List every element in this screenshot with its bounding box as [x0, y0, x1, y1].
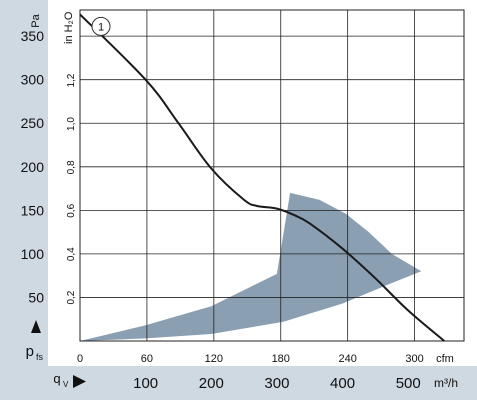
y-tick-label-pa: 350: [21, 28, 45, 44]
flow-subscript: V: [63, 380, 69, 389]
y-tick-label-inh2o: 0,4: [66, 247, 77, 261]
curve-marker-label: 1: [98, 21, 104, 33]
pressure-subscript: fs: [36, 352, 44, 362]
operating-area-layer: [80, 192, 422, 341]
x-axis-unit-cfm: cfm: [436, 353, 454, 365]
y-tick-label-inh2o: 1,2: [66, 73, 77, 87]
y-tick-label-inh2o: 0,2: [66, 290, 77, 304]
x-tick-label-cfm: 120: [205, 353, 223, 365]
x-tick-label-cfm: 300: [405, 353, 423, 365]
curve-marker-circle: [91, 16, 111, 36]
x-tick-label-m3h: 200: [199, 375, 224, 392]
y-tick-label-pa: 200: [21, 159, 45, 175]
x-tick-label-m3h: 400: [330, 375, 355, 392]
y-tick-label-pa: 250: [21, 115, 45, 131]
label-layer: 50 100 150 200 250 300 350 0,2 0,4 0,6 0,8 1,0 1,2 0 6…: [21, 28, 424, 392]
x-tick-label-m3h: 100: [133, 375, 158, 392]
grid-layer: [79, 9, 465, 342]
x-axis-unit-m3h: m³/h: [434, 376, 458, 390]
x-tick-label-cfm: 60: [141, 353, 153, 365]
y-tick-label-pa: 100: [21, 246, 45, 262]
y-tick-label-pa: 150: [21, 202, 45, 218]
curve-layer: 1: [79, 13, 445, 342]
y-axis-unit-inh2o: in H₂O: [63, 11, 75, 44]
y-tick-label-inh2o: 0,6: [66, 203, 77, 217]
x-tick-label-cfm: 240: [338, 353, 356, 365]
x-tick-label-m3h: 300: [264, 375, 289, 392]
x-tick-label-m3h: 500: [396, 375, 421, 392]
x-tick-label-cfm: 0: [77, 353, 83, 365]
flow-arrow-icon: [73, 375, 86, 388]
y-tick-label-pa: 50: [28, 289, 44, 305]
pressure-symbol: p: [26, 343, 34, 360]
pressure-axis-band: [0, 0, 48, 366]
operating-area: [80, 192, 422, 341]
fan-curve-line: [79, 13, 445, 342]
x-tick-label-cfm: 180: [272, 353, 290, 365]
plot-frame: [79, 9, 465, 342]
y-axis-unit-pa: Pa: [30, 13, 42, 27]
y-tick-label-pa: 300: [21, 72, 45, 88]
flow-symbol: q: [53, 371, 60, 386]
y-tick-label-inh2o: 0,8: [66, 160, 77, 174]
y-tick-label-inh2o: 1,0: [66, 117, 77, 131]
pressure-arrow-icon: [31, 320, 41, 333]
